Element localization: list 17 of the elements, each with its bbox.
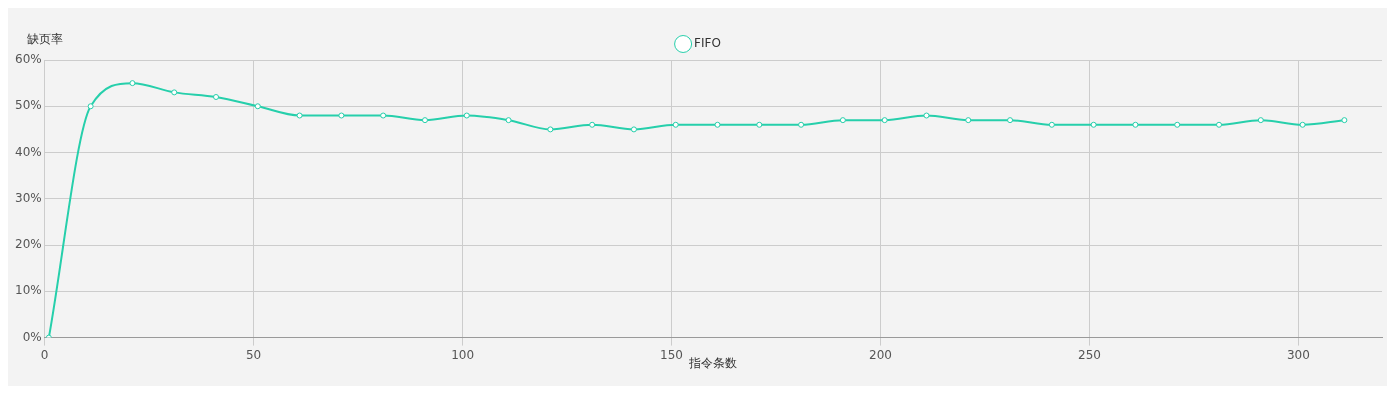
x-tick-label: 50 [245,347,262,362]
x-tick-label: 100 [451,347,475,362]
x-tick-label: 150 [660,347,683,362]
legend-label: FIFO [694,36,721,51]
y-tick-label: 60% [15,52,42,67]
y-axis-title: 缺页率 [26,32,63,47]
x-tick-label: 200 [869,347,892,362]
y-tick-label: 10% [15,283,42,298]
y-tick-label: 40% [15,144,42,159]
y-tick-label: 30% [15,190,42,205]
x-tick-label: 300 [1286,347,1310,362]
y-tick-label: 20% [15,237,42,252]
y-tick-label: 50% [15,98,42,113]
y-tick-label: 0% [22,329,42,344]
x-axis-title: 指令条数 [688,355,738,370]
x-tick-label: 250 [1078,347,1101,362]
x-tick-label: 0 [40,347,49,362]
